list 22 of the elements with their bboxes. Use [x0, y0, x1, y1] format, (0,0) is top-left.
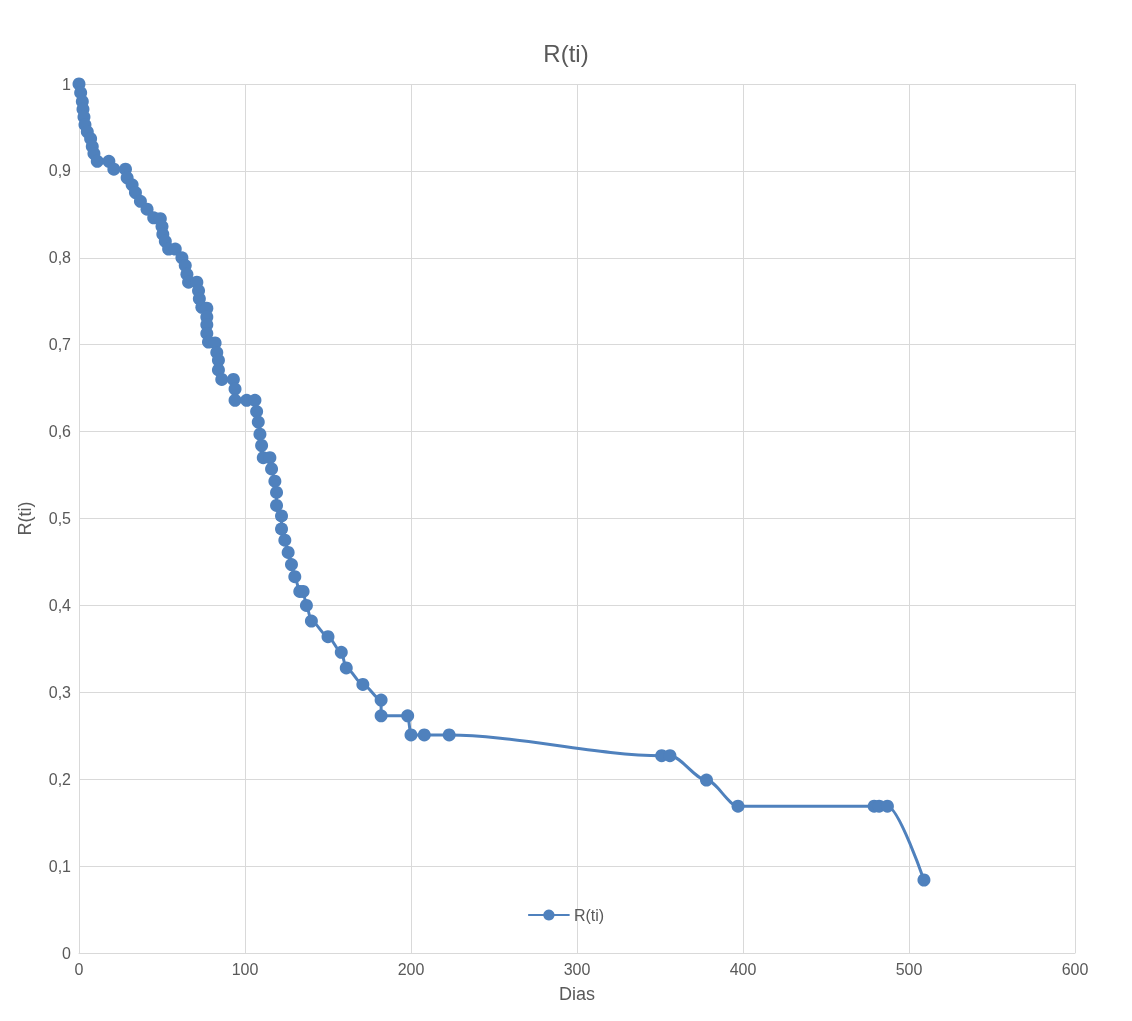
y-tick-label: 0,7: [48, 336, 72, 354]
y-tick-label: 0,4: [48, 596, 72, 614]
y-axis-title: R(ti): [15, 501, 35, 536]
x-tick-label: 200: [397, 960, 425, 978]
y-tick-label: 0,8: [48, 249, 72, 267]
x-tick-label: 600: [1061, 960, 1089, 978]
x-tick-label: 0: [74, 960, 84, 978]
y-tick-label: 1: [62, 75, 72, 93]
y-tick-label: 0,9: [48, 162, 72, 180]
x-tick-label: 400: [729, 960, 757, 978]
x-tick-label: 100: [231, 960, 259, 978]
x-tick-label: 500: [895, 960, 923, 978]
x-tick-label: 300: [563, 960, 591, 978]
y-tick-label: 0,1: [48, 857, 72, 875]
y-tick-label: 0,5: [48, 510, 72, 527]
y-tick-label: 0,2: [48, 770, 72, 788]
y-tick-label: 0,6: [48, 423, 72, 441]
y-tick-label: 0: [62, 944, 72, 962]
legend-label: R(ti): [573, 906, 605, 924]
chart-title: R(ti): [543, 39, 589, 67]
x-axis-title: Dias: [558, 984, 596, 1004]
y-tick-label: 0,3: [48, 683, 72, 701]
